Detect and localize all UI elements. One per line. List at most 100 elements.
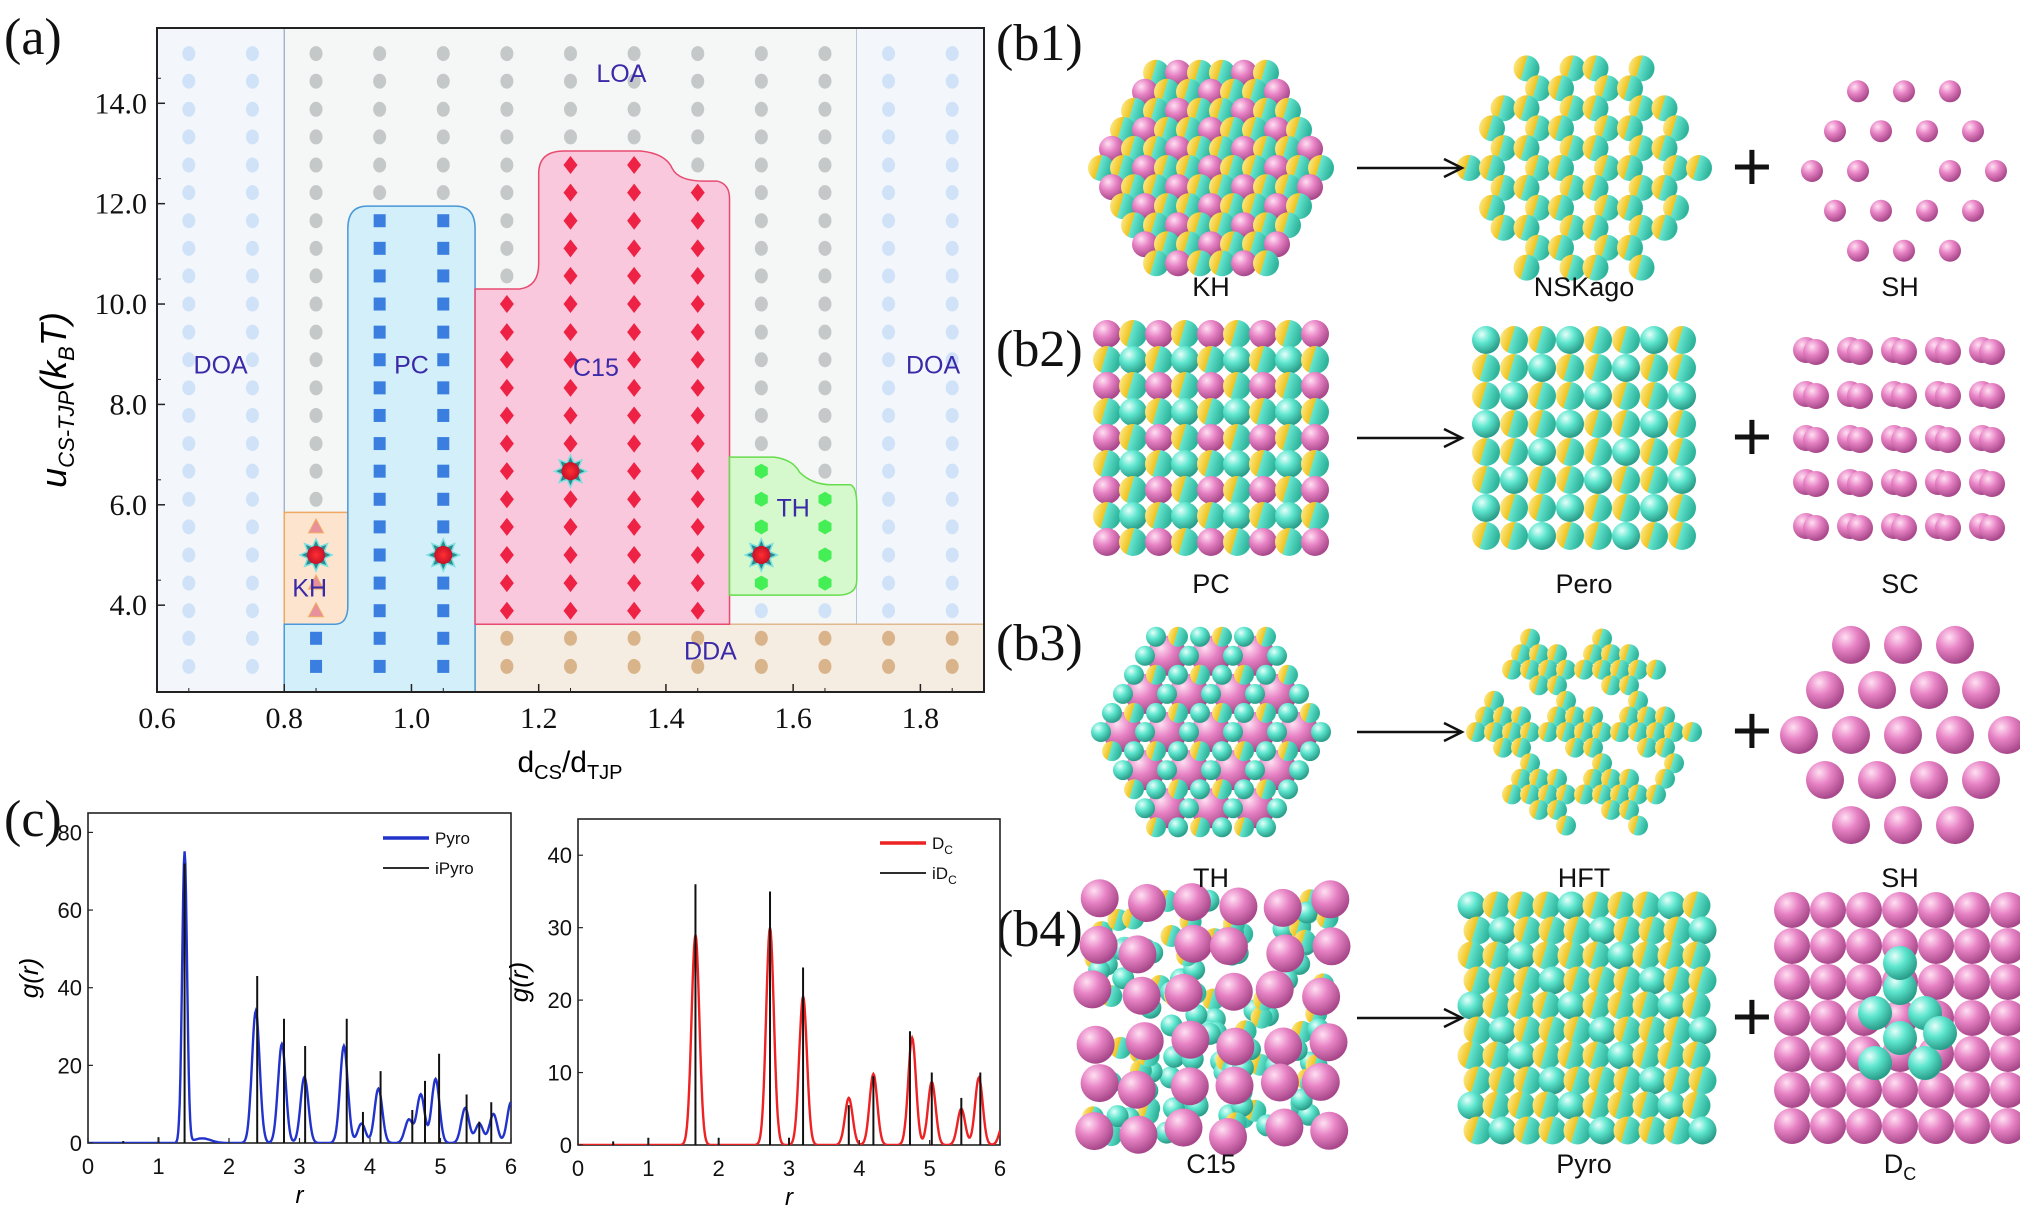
dc-pink-sphere <box>1882 1108 1918 1144</box>
doa-marker <box>182 268 196 284</box>
loa-marker <box>500 73 514 89</box>
pero-sphere <box>1500 522 1528 550</box>
pero-sphere <box>1640 410 1668 438</box>
kh-sphere <box>1209 97 1235 124</box>
c15-large-sphere <box>1260 1063 1299 1102</box>
pyro-sphere <box>1482 941 1511 970</box>
kh-sphere <box>1286 193 1312 220</box>
c15-marker <box>563 211 578 230</box>
nskago-sphere <box>1628 55 1655 82</box>
doa-marker <box>945 268 959 284</box>
sc-sphere <box>1847 471 1873 497</box>
pyro-sphere <box>1538 1116 1567 1145</box>
pyro-sphere <box>1688 966 1717 995</box>
hft-sphere <box>1502 784 1522 805</box>
pyro-sphere <box>1488 916 1517 945</box>
pyro-sphere <box>1607 941 1636 970</box>
pc-marker <box>437 631 450 645</box>
panel-tag-b4: (b4) <box>996 901 1083 958</box>
c15-marker <box>563 601 578 620</box>
hft-sphere <box>1466 722 1486 742</box>
pero-sphere <box>1612 438 1640 466</box>
kh-sphere <box>1209 212 1235 239</box>
pero-sphere <box>1472 494 1500 522</box>
c15-marker <box>563 156 578 175</box>
pyro-sphere <box>1513 966 1542 995</box>
dc-cyan-sphere <box>1883 946 1917 980</box>
nskago-sphere <box>1594 234 1620 261</box>
doa-region-left <box>157 28 285 692</box>
nskago-sphere <box>1617 75 1643 102</box>
c15-marker <box>499 434 514 453</box>
legend-label: iPyro <box>435 859 474 878</box>
hft-sphere <box>1637 737 1657 758</box>
loa-marker <box>309 129 323 145</box>
c15-large-sphere <box>1311 880 1350 919</box>
loa-marker <box>373 129 387 145</box>
c15-large-sphere <box>1075 1112 1114 1151</box>
loa-marker <box>691 157 705 173</box>
pc-sphere <box>1275 424 1303 452</box>
c15-marker <box>627 545 642 564</box>
pyro-sphere <box>1607 891 1636 920</box>
panel-tag-a: (a) <box>4 9 62 66</box>
pyro-sphere <box>1582 891 1611 920</box>
nskago-sphere <box>1525 234 1551 261</box>
c15-marker <box>690 574 705 593</box>
pc-sphere <box>1197 424 1225 452</box>
doa-marker <box>182 575 196 591</box>
th-small-sphere <box>1135 722 1155 742</box>
kh-marker <box>307 601 325 618</box>
pc-marker <box>437 241 450 255</box>
sh-sphere <box>1962 120 1984 143</box>
th-small-sphere <box>1168 626 1188 647</box>
th-small-sphere <box>1212 741 1232 762</box>
pyro-sphere <box>1588 1016 1617 1045</box>
pero-sphere <box>1668 522 1696 550</box>
dda-marker <box>882 630 896 646</box>
pero-sphere <box>1472 354 1500 382</box>
th-marker <box>818 491 832 507</box>
th-small-sphere <box>1267 798 1287 819</box>
kh-sphere <box>1275 174 1301 201</box>
th-small-sphere <box>1146 779 1166 800</box>
pc-sphere <box>1197 346 1225 374</box>
dda-marker <box>627 630 641 646</box>
th-marker <box>754 463 768 479</box>
hft-sphere <box>1574 722 1594 742</box>
doa-marker <box>245 436 259 452</box>
pero-sphere <box>1556 522 1584 550</box>
doa-marker <box>245 603 259 619</box>
doa-marker <box>882 101 896 117</box>
doa-marker <box>245 73 259 89</box>
pyro-sphere <box>1482 1041 1511 1070</box>
sc-sphere <box>1979 427 2005 453</box>
kh-sphere <box>1176 193 1202 220</box>
doa-marker <box>245 630 259 646</box>
c15-large-sphere <box>1312 927 1351 966</box>
hft-sphere <box>1664 753 1684 774</box>
pyro-sphere <box>1488 1066 1517 1095</box>
hft-sphere <box>1610 722 1630 742</box>
pyro-sphere <box>1557 941 1586 970</box>
doa-marker <box>245 575 259 591</box>
th-small-sphere <box>1234 702 1254 723</box>
pc-sphere <box>1223 346 1251 374</box>
doa-marker <box>245 658 259 674</box>
x-tick-label: 6 <box>994 1156 1006 1181</box>
pc-sphere <box>1145 398 1173 426</box>
c15-large-sphere <box>1264 1027 1303 1066</box>
doa-marker <box>945 157 959 173</box>
th-small-sphere <box>1190 817 1210 838</box>
dc-pink-sphere <box>1918 964 1954 1000</box>
pero-sphere <box>1668 410 1696 438</box>
th-small-sphere <box>1146 817 1166 838</box>
c15-marker <box>690 601 705 620</box>
pyro-sphere <box>1588 916 1617 945</box>
c15-marker <box>690 239 705 258</box>
c15-large-sphere <box>1302 977 1341 1016</box>
nskago-sphere <box>1548 75 1574 102</box>
doa-marker <box>945 73 959 89</box>
kh-sphere <box>1165 174 1191 201</box>
nskago-sphere <box>1582 95 1609 122</box>
